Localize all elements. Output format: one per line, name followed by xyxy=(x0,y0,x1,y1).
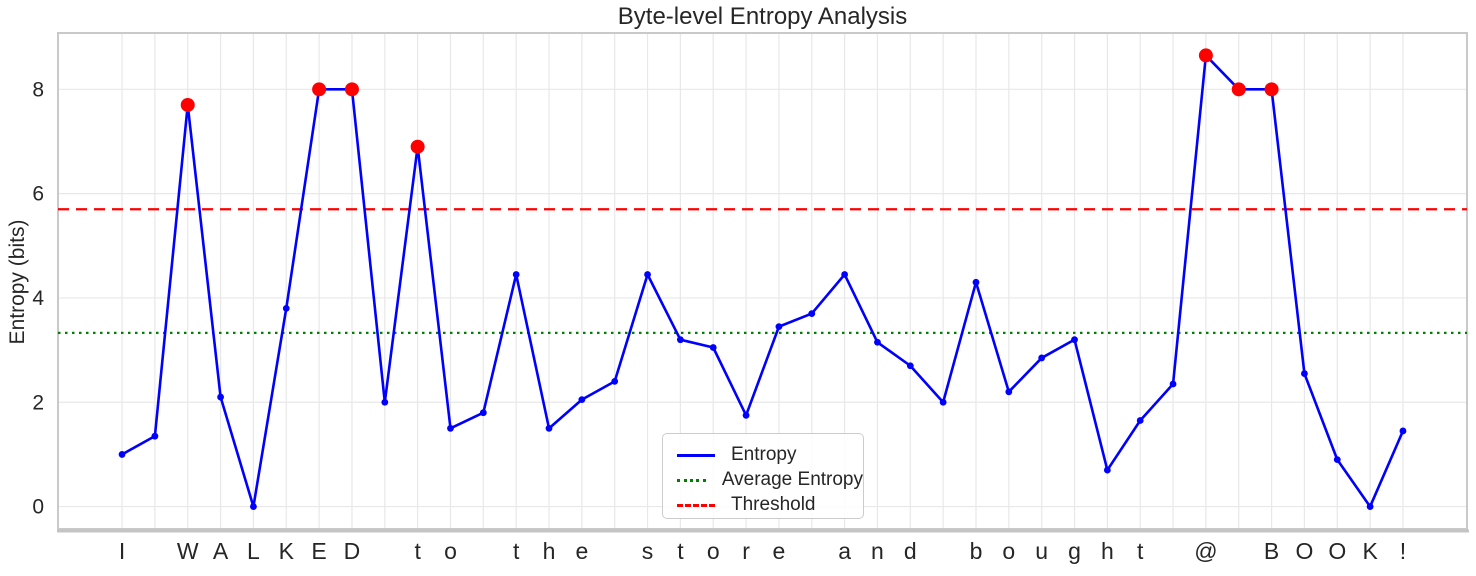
data-point-marker xyxy=(447,424,454,432)
legend-swatch-threshold xyxy=(677,503,715,507)
data-point-marker xyxy=(217,393,224,401)
x-tick-label: a xyxy=(838,538,851,564)
x-tick-label: W xyxy=(177,538,199,564)
data-point-marker xyxy=(118,451,126,458)
x-tick-label: O xyxy=(1295,538,1313,564)
data-point-marker xyxy=(1103,466,1111,474)
data-point-marker xyxy=(1071,336,1078,344)
x-tick-label: u xyxy=(1035,538,1048,564)
y-tick-label: 2 xyxy=(32,391,44,414)
legend-swatch-entropy xyxy=(677,453,715,457)
x-tick-label: e xyxy=(773,538,786,564)
data-point-marker xyxy=(1399,427,1407,435)
x-tick-label: s xyxy=(642,538,654,564)
x-tick-label: ! xyxy=(1400,538,1406,564)
anomaly-marker xyxy=(344,82,359,97)
legend-label: Average Entropy xyxy=(721,469,863,490)
x-tick-label: b xyxy=(970,538,983,564)
data-point-marker xyxy=(775,323,783,331)
y-tick-label: 8 xyxy=(32,78,44,101)
x-tick-label: K xyxy=(279,538,295,564)
x-tick-label: t xyxy=(1137,538,1144,564)
x-tick-label: t xyxy=(513,538,520,564)
x-tick-label: d xyxy=(904,538,917,564)
x-tick-label: o xyxy=(1002,538,1015,564)
data-point-marker xyxy=(512,271,520,278)
x-tick-label: D xyxy=(344,538,361,564)
data-point-marker xyxy=(1005,388,1013,396)
x-tick-label: B xyxy=(1264,538,1279,564)
data-point-marker xyxy=(578,396,586,404)
x-tick-label: I xyxy=(119,538,125,564)
x-tick-label: h xyxy=(543,538,556,564)
legend-swatch-average-entropy xyxy=(677,478,706,482)
anomaly-marker xyxy=(410,139,425,154)
chart-title: Byte-level Entropy Analysis xyxy=(617,3,908,30)
data-point-marker xyxy=(479,409,487,417)
data-point-marker xyxy=(1136,417,1144,424)
x-tick-label: A xyxy=(213,538,229,564)
data-point-marker xyxy=(611,377,619,385)
data-point-marker xyxy=(151,432,159,440)
x-tick-label: e xyxy=(575,538,588,564)
x-tick-label: E xyxy=(311,538,326,564)
x-tick-label: o xyxy=(444,538,457,564)
x-tick-label: o xyxy=(707,538,720,564)
data-point-marker xyxy=(1366,503,1374,510)
data-point-marker xyxy=(1333,456,1341,464)
x-tick-label: O xyxy=(1328,538,1346,564)
x-tick-label: g xyxy=(1068,538,1081,564)
legend-label: Threshold xyxy=(731,494,816,515)
legend-label: Entropy xyxy=(731,444,797,465)
x-tick-label: n xyxy=(871,538,884,564)
data-point-marker xyxy=(1038,354,1046,362)
anomaly-marker xyxy=(1231,82,1246,97)
x-tick-label: t xyxy=(677,538,684,564)
legend-item-threshold: Threshold xyxy=(677,493,863,517)
plot-border xyxy=(57,32,1468,530)
data-point-marker xyxy=(939,398,947,406)
y-tick-label: 0 xyxy=(32,496,44,519)
anomaly-marker xyxy=(1198,48,1213,63)
data-point-marker xyxy=(841,271,849,278)
y-tick-label: 4 xyxy=(32,287,44,310)
data-point-marker xyxy=(972,278,980,286)
data-point-marker xyxy=(676,336,684,344)
x-tick-label: r xyxy=(742,538,750,564)
legend-item-average-entropy: Average Entropy xyxy=(677,468,863,492)
data-point-marker xyxy=(381,398,389,406)
anomaly-marker xyxy=(1264,82,1279,97)
x-tick-label: t xyxy=(414,538,421,564)
data-point-marker xyxy=(282,304,290,312)
data-point-marker xyxy=(709,344,717,351)
data-point-marker xyxy=(874,338,881,346)
data-point-marker xyxy=(545,424,553,432)
data-point-marker xyxy=(742,411,750,419)
data-point-marker xyxy=(1169,380,1177,388)
data-point-marker xyxy=(906,362,914,370)
x-tick-label: K xyxy=(1362,538,1378,564)
x-tick-label: @ xyxy=(1194,538,1217,564)
entropy-line xyxy=(120,54,1405,508)
anomaly-marker xyxy=(180,97,195,112)
x-tick-label: h xyxy=(1101,538,1114,564)
legend-item-entropy: Entropy xyxy=(677,443,863,467)
y-tick-label: 6 xyxy=(32,183,44,206)
data-point-marker xyxy=(808,310,816,317)
x-tick-label: L xyxy=(247,538,260,564)
data-point-marker xyxy=(1301,370,1308,377)
anomaly-marker xyxy=(312,82,327,97)
data-point-marker xyxy=(644,271,651,278)
legend: Entropy Average Entropy Threshold xyxy=(662,433,864,519)
data-point-marker xyxy=(250,503,257,510)
